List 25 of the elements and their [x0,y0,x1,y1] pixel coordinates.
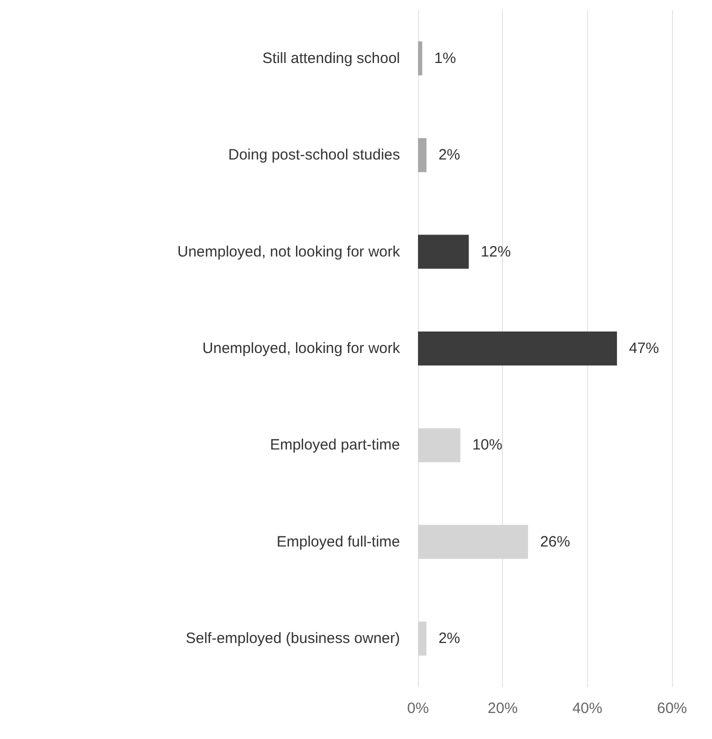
x-tick-label: 0% [407,700,429,717]
data-label: 1% [434,50,456,67]
x-tick-label: 40% [572,700,602,717]
bar [418,138,426,172]
data-label: 2% [438,146,460,164]
y-tick-label: Doing post-school studies [228,146,400,164]
data-label: 10% [472,436,502,454]
y-tick-label: Unemployed, not looking for work [177,243,400,260]
bar [418,524,528,559]
y-tick-label: Employed full-time [276,533,400,550]
data-label: 47% [628,340,659,357]
data-label: 26% [540,533,570,550]
x-tick-label: 20% [488,700,518,717]
x-tick-label: 60% [656,700,688,717]
data-label: 12% [480,243,511,260]
y-tick-label: Self-employed (business owner) [186,630,400,648]
bar [418,234,469,269]
bar [418,41,422,76]
bar [418,332,617,366]
bar [418,428,460,462]
y-tick-label: Still attending school [262,50,400,67]
data-label: 2% [438,630,460,648]
bar [418,622,426,656]
y-tick-label: Unemployed, looking for work [202,340,400,357]
y-tick-label: Employed part-time [270,436,400,454]
